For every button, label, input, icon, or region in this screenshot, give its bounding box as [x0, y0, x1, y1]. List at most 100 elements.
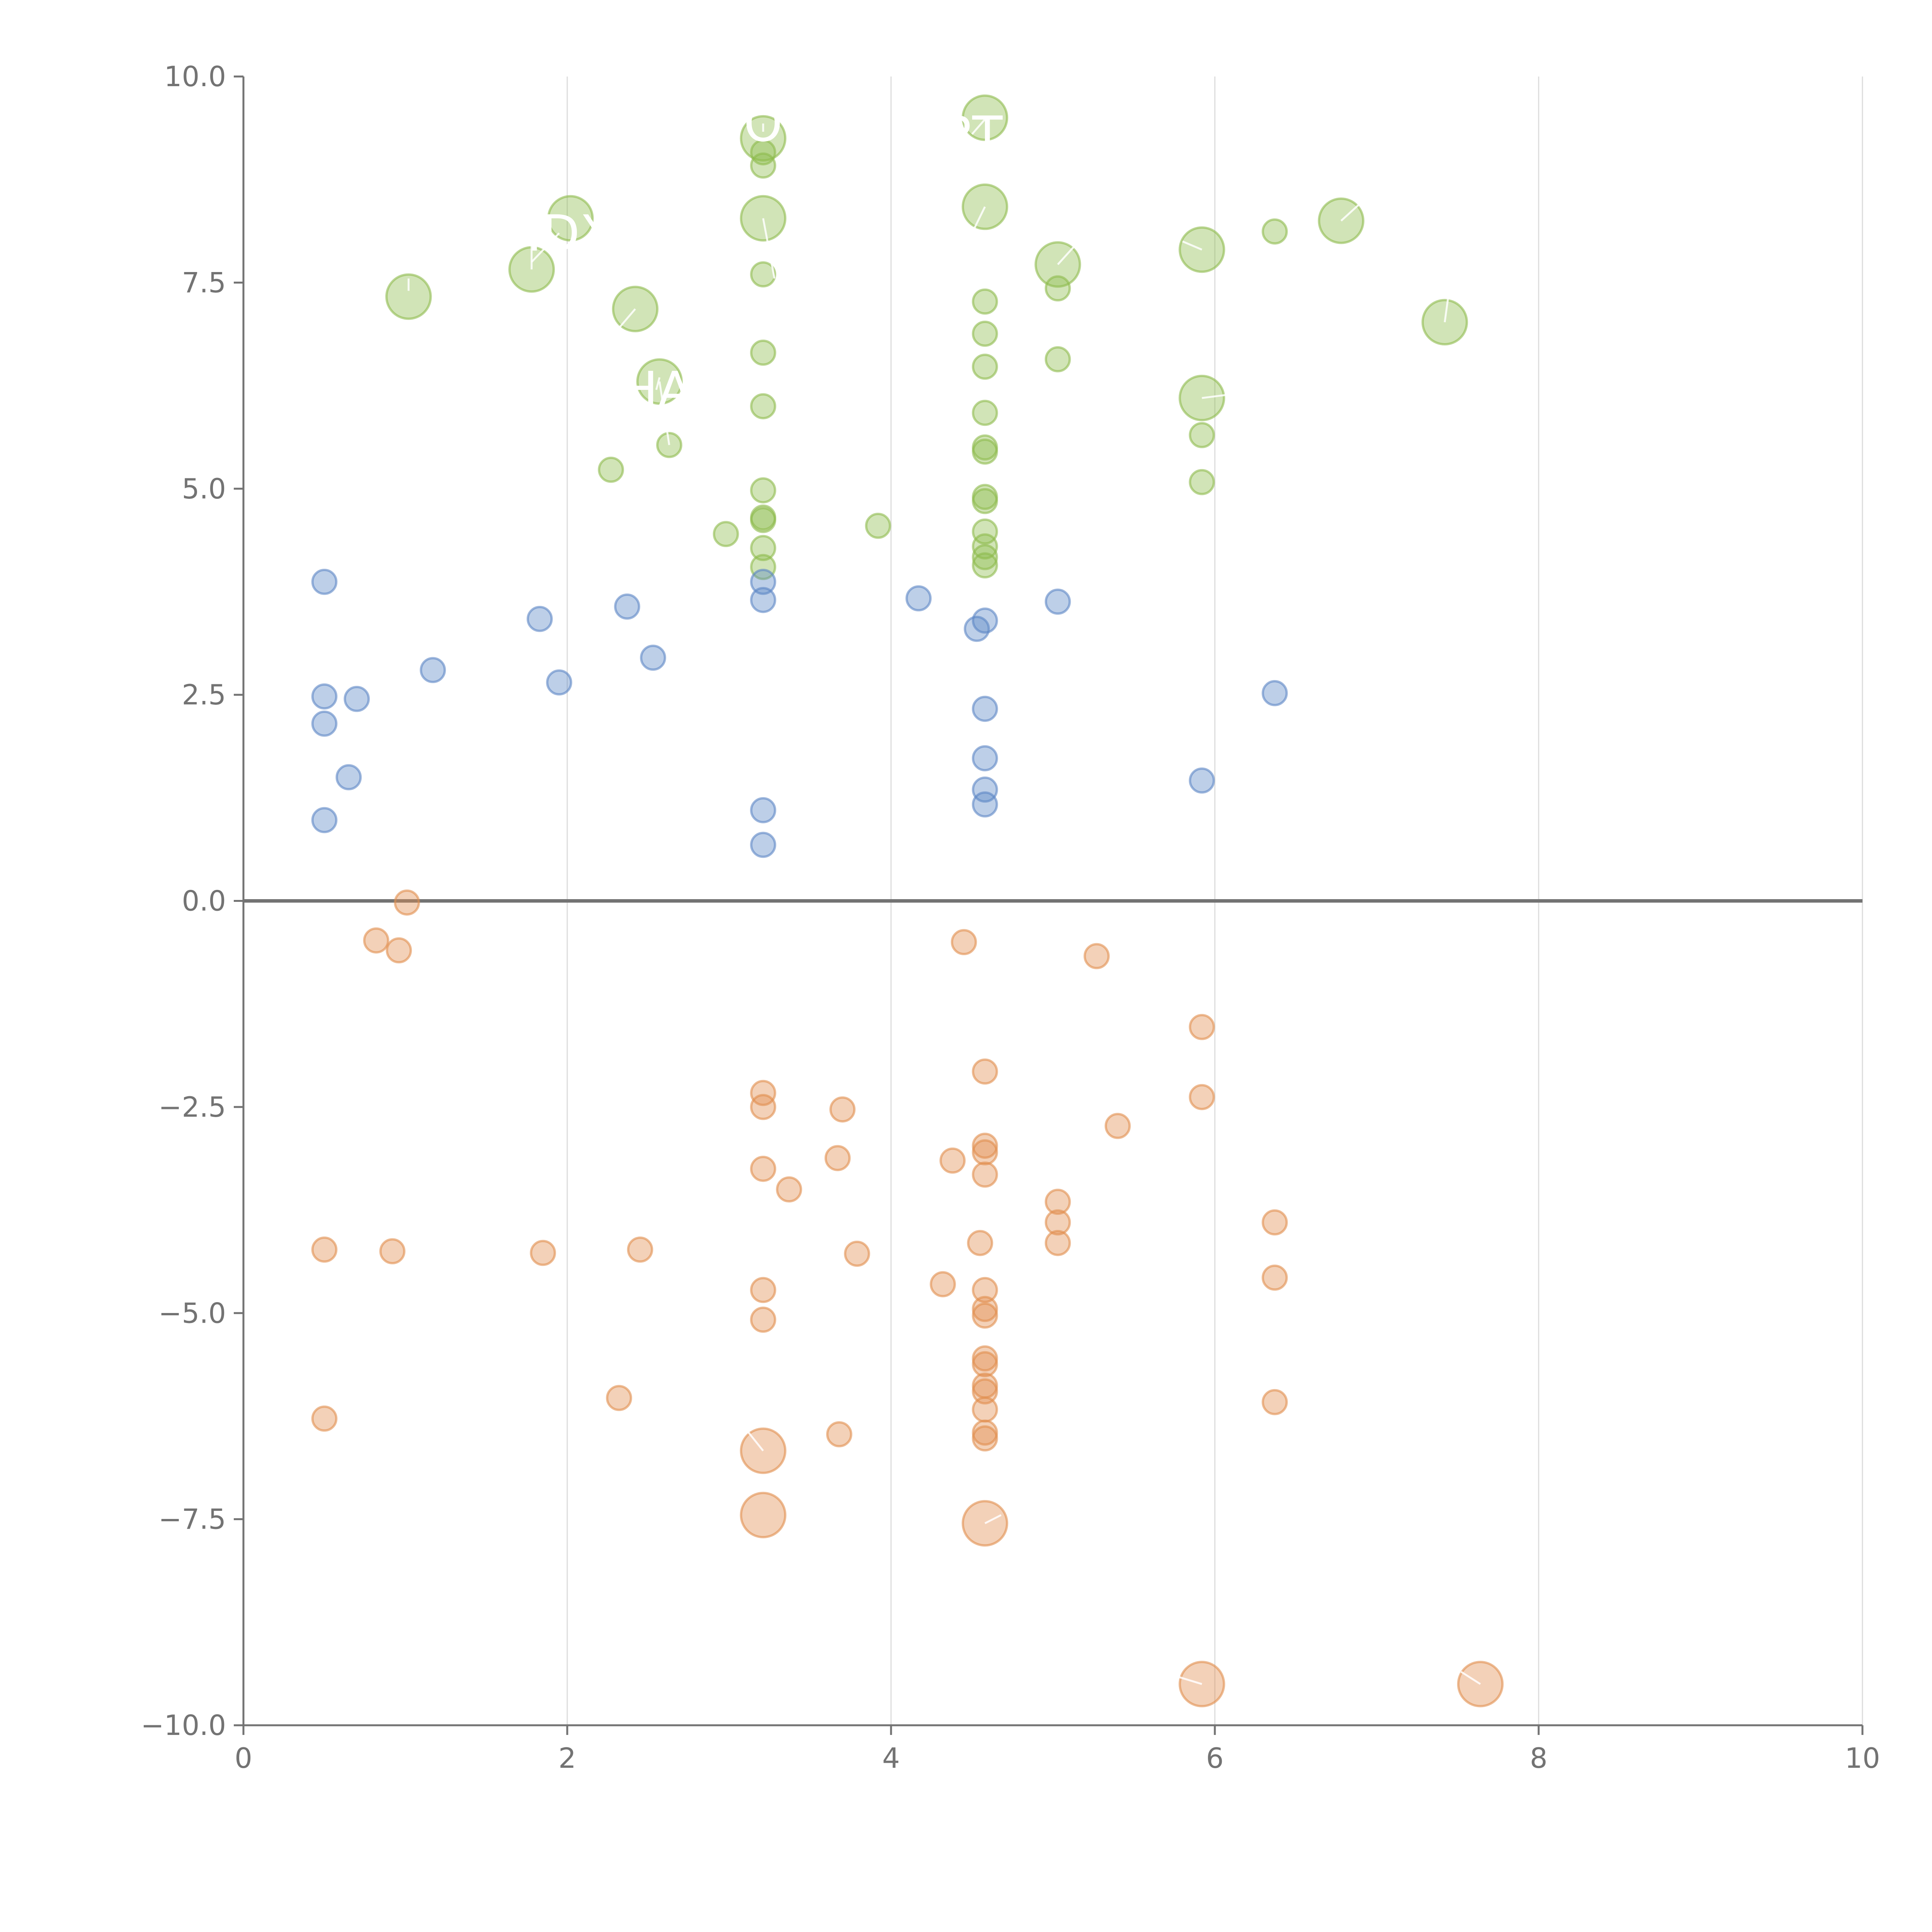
orange-point: [311, 1236, 338, 1263]
green-point: [750, 535, 776, 561]
data-points: [311, 94, 1504, 1708]
blue-point: [972, 607, 998, 634]
label-leader-line: [1460, 1671, 1481, 1685]
green-point: [547, 195, 594, 242]
label-leader-line: [618, 308, 636, 329]
blue-point: [311, 683, 338, 710]
leader-lines: [407, 119, 1481, 1685]
annotation-leader-line: [655, 377, 661, 390]
green-point: [750, 152, 776, 179]
orange-point: [972, 1425, 998, 1452]
green-point: [972, 320, 998, 347]
annotation-leader-line: [531, 232, 560, 263]
blue-point: [640, 645, 666, 671]
orange-point: [967, 1230, 993, 1256]
orange-point: [972, 1396, 998, 1423]
x-tick-label: 0: [235, 1742, 252, 1774]
green-point: [972, 438, 998, 465]
orange-point: [824, 1145, 851, 1171]
green-point: [1044, 346, 1071, 372]
orange-point: [972, 1133, 998, 1159]
x-tick-label: 8: [1530, 1742, 1548, 1774]
blue-point: [420, 657, 446, 683]
blue-point: [972, 791, 998, 818]
point-annotation-label: HA: [621, 362, 692, 419]
green-point: [972, 288, 998, 315]
green-point: [972, 400, 998, 426]
orange-point: [972, 1419, 998, 1446]
y-tick-label: 5.0: [182, 473, 226, 505]
green-point: [972, 488, 998, 514]
orange-point: [386, 937, 412, 964]
label-leader-line: [984, 1514, 1002, 1524]
orange-point: [530, 1240, 556, 1266]
orange-point: [829, 1096, 856, 1123]
y-tick-label: 10.0: [164, 60, 226, 93]
label-leader-line: [971, 206, 986, 234]
blue-point: [1189, 767, 1215, 794]
green-point: [713, 521, 739, 547]
blue-point: [1044, 588, 1071, 615]
orange-point: [1044, 1209, 1071, 1236]
orange-point: [972, 1139, 998, 1166]
orange-point: [750, 1080, 776, 1106]
green-point: [750, 261, 776, 287]
orange-point: [1083, 943, 1110, 969]
green-point: [972, 518, 998, 545]
green-point: [865, 512, 891, 539]
orange-point: [1044, 1230, 1071, 1256]
blue-point: [311, 807, 338, 833]
orange-point: [394, 889, 420, 916]
orange-point: [1189, 1014, 1215, 1040]
green-point: [750, 554, 776, 580]
y-tick-label: −7.5: [158, 1503, 226, 1536]
blue-point: [905, 585, 932, 612]
orange-point: [951, 929, 977, 955]
blue-point: [750, 832, 776, 858]
green-point: [750, 139, 776, 166]
green-point: [1044, 275, 1071, 302]
blue-point: [344, 685, 370, 712]
point-annotation-label: HDX: [505, 205, 614, 262]
orange-point: [826, 1421, 852, 1447]
point-annotation-label: O: [744, 95, 783, 153]
orange-point: [972, 1351, 998, 1378]
x-tick-label: 4: [882, 1742, 900, 1774]
label-leader-line: [658, 381, 670, 446]
label-leader-line: [1169, 1673, 1202, 1685]
y-tick-label: −10.0: [141, 1709, 226, 1742]
y-tick-label: 0.0: [182, 885, 226, 917]
green-point: [598, 456, 624, 483]
orange-point: [311, 1405, 338, 1432]
orange-point: [750, 1277, 776, 1303]
label-leader-line: [1444, 286, 1451, 323]
label-leader-line: [1340, 199, 1365, 222]
annotation-leader-line: [971, 119, 986, 135]
blue-point: [750, 587, 776, 613]
green-point: [1189, 422, 1215, 448]
point-labels: O RT HDX HA: [505, 95, 1003, 419]
orange-point: [972, 1378, 998, 1405]
green-point: [750, 507, 776, 533]
blue-point: [1262, 680, 1288, 706]
green-point: [972, 544, 998, 570]
axes: 0 2 4 6 8 10 −10.0 −7.5 −5.0 −2.5 0.0 2.5 5.0 7.5 10.0: [141, 60, 1880, 1774]
blue-point: [972, 745, 998, 772]
x-tick-label: 2: [558, 1742, 576, 1774]
orange-point: [1104, 1113, 1131, 1139]
blue-point: [526, 606, 553, 632]
orange-point: [363, 927, 389, 954]
y-tick-label: −5.0: [158, 1297, 226, 1329]
blue-point: [972, 776, 998, 803]
x-tick-label: 10: [1845, 1742, 1880, 1774]
blue-point: [750, 569, 776, 595]
green-point: [972, 533, 998, 560]
orange-point: [1044, 1189, 1071, 1215]
orange-point: [844, 1240, 870, 1267]
orange-point: [972, 1296, 998, 1322]
y-tick-label: 7.5: [182, 266, 226, 299]
blue-point: [546, 669, 572, 696]
blue-point: [311, 569, 338, 595]
orange-point: [972, 1162, 998, 1188]
